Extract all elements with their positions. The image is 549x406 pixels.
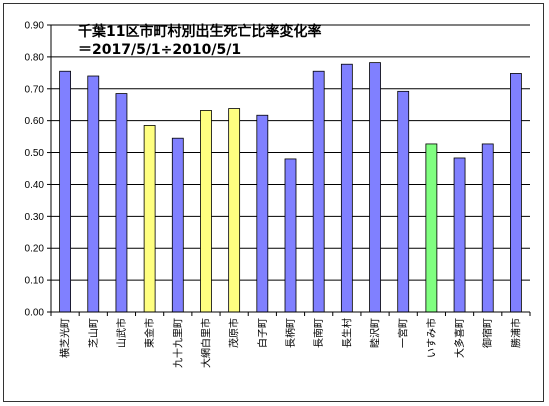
category-label: 東金市 bbox=[143, 318, 156, 348]
bar bbox=[228, 108, 241, 313]
category-labels: 横芝光町 芝山町 山武市 東金市 九十九里町 大網白里市 茂原市 白子町 長柄町 長南町 長生村 睦沢… bbox=[50, 312, 531, 368]
category-label: 一宮町 bbox=[397, 318, 410, 348]
category-label: 横芝光町 bbox=[59, 318, 72, 358]
y-axis-ticks: 0.00 0.10 0.20 0.30 0.40 0.50 0.60 0.70 0.80 0.90 bbox=[25, 21, 51, 319]
bar bbox=[284, 158, 297, 313]
y-tick-label: 0.20 bbox=[25, 244, 45, 255]
bar bbox=[312, 70, 325, 313]
category-label: 茂原市 bbox=[228, 318, 241, 348]
category-label: 勝浦市 bbox=[509, 318, 522, 348]
category-label: 睦沢町 bbox=[369, 318, 382, 348]
category-label: 長生村 bbox=[340, 318, 353, 348]
chart-title: 千葉11区市町村別出生死亡比率変化率 ＝2017/5/1÷2010/5/1 bbox=[78, 23, 321, 58]
y-tick-label: 0.00 bbox=[25, 308, 45, 319]
bar bbox=[510, 73, 522, 313]
category-label: 御宿町 bbox=[481, 318, 494, 348]
gridlines bbox=[51, 24, 530, 281]
bar bbox=[200, 110, 212, 313]
bar bbox=[481, 143, 494, 313]
bar bbox=[59, 70, 71, 313]
category-label: 長南町 bbox=[312, 318, 325, 348]
category-label: 白子町 bbox=[256, 318, 269, 348]
bar bbox=[87, 75, 100, 313]
category-label: 長柄町 bbox=[284, 318, 297, 348]
axes bbox=[50, 25, 530, 313]
y-tick-label: 0.10 bbox=[25, 276, 45, 287]
category-label: 大網白里市 bbox=[199, 318, 212, 368]
bars bbox=[59, 62, 522, 313]
y-tick-label: 0.90 bbox=[25, 21, 45, 32]
chart-title-line-2: ＝2017/5/1÷2010/5/1 bbox=[78, 42, 241, 58]
y-tick-label: 0.70 bbox=[25, 84, 45, 95]
chart-title-line-1: 千葉11区市町村別出生死亡比率変化率 bbox=[78, 23, 321, 40]
bar bbox=[340, 63, 353, 313]
category-label: 山武市 bbox=[115, 318, 128, 348]
category-label: 大多喜町 bbox=[453, 318, 466, 358]
bar bbox=[453, 157, 466, 313]
bar bbox=[425, 143, 438, 313]
bar bbox=[397, 90, 410, 313]
bar bbox=[143, 125, 156, 313]
bar bbox=[369, 62, 381, 313]
y-tick-label: 0.40 bbox=[25, 180, 45, 191]
bar bbox=[171, 137, 184, 313]
category-label: 九十九里町 bbox=[171, 318, 184, 368]
bar bbox=[115, 93, 128, 313]
y-tick-label: 0.30 bbox=[25, 212, 45, 223]
bar bbox=[256, 114, 269, 313]
y-tick-label: 0.60 bbox=[25, 116, 45, 127]
category-label: 芝山町 bbox=[87, 318, 100, 348]
category-label: いすみ市 bbox=[425, 318, 438, 358]
y-tick-label: 0.50 bbox=[25, 148, 45, 159]
y-tick-label: 0.80 bbox=[25, 52, 45, 63]
